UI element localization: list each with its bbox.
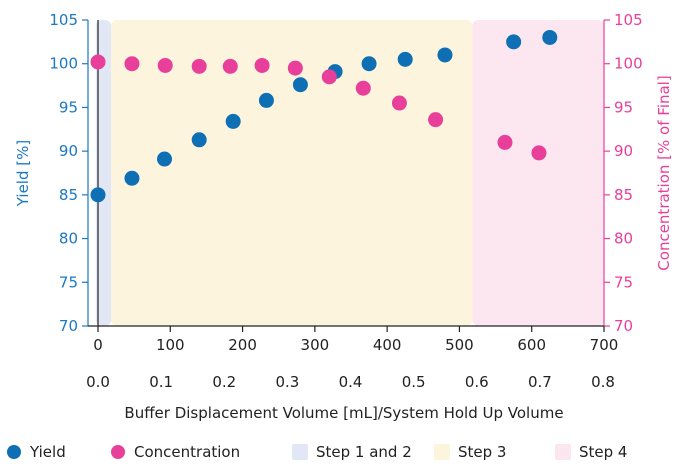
tick-labels: 70 70 75 75 80 80 85 85 90 90 95 95 100 100 105 105 0 100… [49, 11, 642, 391]
yield-point [292, 77, 308, 93]
legend-label-step-3: Step 3 [458, 443, 506, 461]
y-tick-label-right: 75 [614, 273, 633, 291]
legend: Yield Concentration Step 1 and 2 Step 3 Step… [7, 443, 627, 461]
y-tick-label-right: 70 [614, 317, 633, 335]
x-tick-label: 0 [93, 336, 103, 354]
x-tick-label: 200 [228, 336, 257, 354]
yield-point [191, 132, 207, 148]
y-tick-label-right: 95 [614, 98, 633, 116]
yield-point [542, 29, 558, 45]
y-tick-label-right: 105 [614, 11, 643, 29]
region-step-1-and-2 [95, 20, 112, 326]
yield-point [157, 151, 173, 167]
x-tick-label: 500 [445, 336, 474, 354]
x-tick-label: 600 [517, 336, 546, 354]
legend-marker-step-4 [555, 444, 571, 460]
legend-label-yield: Yield [29, 443, 66, 461]
y-tick-label-right: 100 [614, 55, 643, 73]
x-tick-label: 300 [301, 336, 330, 354]
concentration-point [254, 57, 270, 73]
y-tick-label-left: 95 [59, 98, 78, 116]
x2-tick-label: 0.2 [212, 373, 236, 391]
x-tick-label: 700 [590, 336, 619, 354]
yield-point [361, 56, 377, 72]
y-tick-label-left: 90 [59, 142, 78, 160]
y-axis-label-left: Yield [%] [14, 140, 32, 207]
concentration-point [222, 58, 238, 74]
concentration-point [531, 145, 547, 161]
concentration-point [157, 57, 173, 73]
x-tick-label: 400 [373, 336, 402, 354]
x2-tick-label: 0.3 [275, 373, 299, 391]
x2-tick-label: 0.4 [339, 373, 363, 391]
yield-point [506, 34, 522, 50]
y-tick-label-left: 80 [59, 230, 78, 248]
yield-point [437, 47, 453, 63]
x2-tick-label: 0.0 [86, 373, 110, 391]
region-step-3 [111, 20, 473, 326]
concentration-point [90, 54, 106, 70]
yield-point [90, 187, 106, 203]
concentration-point [428, 112, 444, 128]
y-tick-label-left: 70 [59, 317, 78, 335]
x2-tick-label: 0.6 [465, 373, 489, 391]
axes [82, 19, 610, 332]
x-tick-label: 100 [156, 336, 185, 354]
legend-marker-step-3 [434, 444, 450, 460]
x2-tick-label: 0.8 [591, 373, 615, 391]
legend-marker-concentration [111, 445, 125, 459]
step-regions [95, 20, 604, 326]
x2-tick-label: 0.1 [149, 373, 173, 391]
x-axis-label: Buffer Displacement Volume [mL]/System H… [124, 404, 563, 422]
concentration-point [321, 69, 337, 85]
y-tick-label-right: 85 [614, 186, 633, 204]
concentration-point [124, 56, 140, 72]
concentration-point [497, 134, 513, 150]
data-points [90, 29, 558, 203]
legend-label-step-4: Step 4 [579, 443, 627, 461]
y-tick-label-left: 105 [49, 11, 78, 29]
legend-marker-step-1-and-2 [292, 444, 308, 460]
legend-label-step-1-and-2: Step 1 and 2 [316, 443, 412, 461]
legend-marker-yield [7, 445, 21, 459]
x2-tick-label: 0.5 [402, 373, 426, 391]
y-tick-label-left: 100 [49, 55, 78, 73]
yield-point [225, 113, 241, 129]
concentration-point [287, 60, 303, 76]
yield-point [397, 51, 413, 67]
y-axis-label-right: Concentration [% of Final] [655, 75, 673, 270]
x2-tick-label: 0.7 [528, 373, 552, 391]
legend-label-concentration: Concentration [134, 443, 240, 461]
y-tick-label-left: 75 [59, 273, 78, 291]
yield-point [258, 92, 274, 108]
region-step-4 [472, 20, 604, 326]
concentration-point [191, 58, 207, 74]
concentration-point [355, 80, 371, 96]
y-tick-label-right: 90 [614, 142, 633, 160]
concentration-point [391, 95, 407, 111]
yield-point [124, 170, 140, 186]
y-tick-label-right: 80 [614, 230, 633, 248]
y-tick-label-left: 85 [59, 186, 78, 204]
